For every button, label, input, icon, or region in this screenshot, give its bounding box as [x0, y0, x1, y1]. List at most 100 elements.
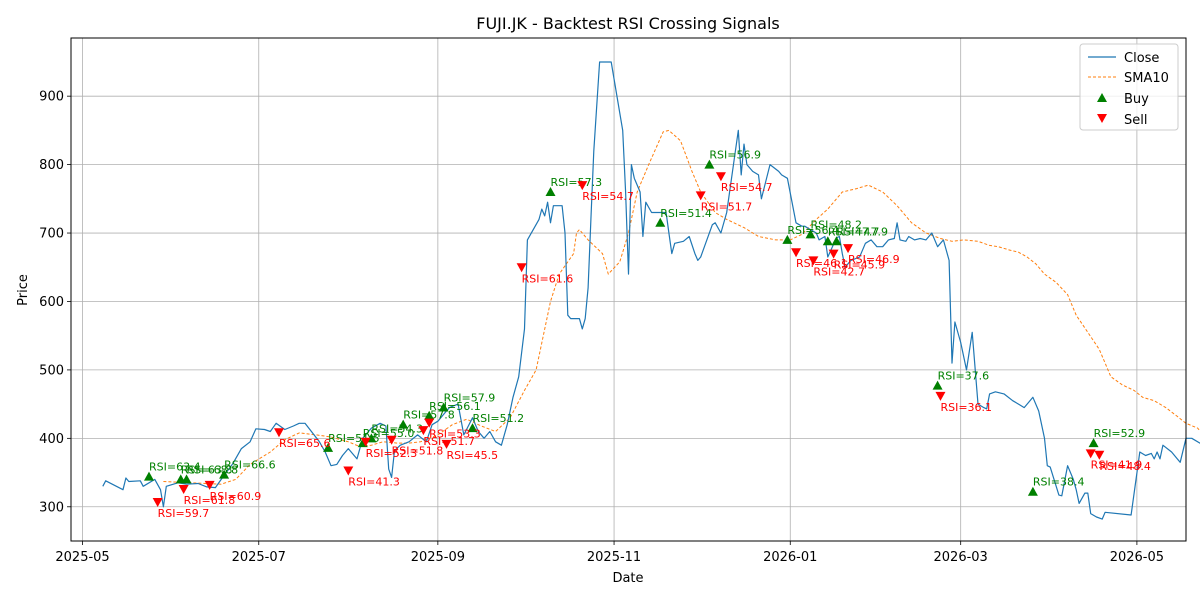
- sell-rsi-label: RSI=51.7: [701, 200, 753, 213]
- buy-rsi-label: RSI=63.4: [149, 461, 201, 474]
- sell-marker: [843, 244, 854, 254]
- buy-marker: [831, 236, 842, 246]
- y-axis-title: Price: [16, 274, 31, 306]
- y-axis: 300 400 500 600 700 800 900: [39, 90, 71, 515]
- sell-marker: [828, 249, 839, 259]
- buy-rsi-label: RSI=56.9: [709, 149, 761, 162]
- y-tick-label: 600: [39, 295, 64, 310]
- sell-marker: [1094, 450, 1105, 460]
- buy-rsi-label: RSI=51.4: [660, 207, 712, 220]
- sell-marker: [424, 418, 435, 428]
- legend: Close SMA10 Buy Sell: [1079, 43, 1179, 131]
- sell-rsi-label: RSI=54.7: [582, 190, 634, 203]
- sell-rsi-label: RSI=51.8: [392, 445, 444, 458]
- legend-buy-label: Buy: [1124, 92, 1149, 107]
- plot-content: RSI=63.4RSI=63.8RSI=68.8RSI=66.6RSI=51.5…: [102, 61, 1200, 520]
- buy-rsi-label: RSI=56.4: [787, 224, 839, 237]
- sell-marker: [360, 437, 371, 447]
- buy-marker: [1027, 486, 1038, 496]
- sell-marker: [386, 435, 397, 445]
- x-tick-label: 2026-05: [1110, 550, 1164, 565]
- x-axis: 2025-05 2025-07 2025-09 2025-11 2026-01 2026-…: [55, 541, 1164, 565]
- sell-marker: [935, 391, 946, 401]
- buy-rsi-label: RSI=37.6: [938, 370, 990, 383]
- sell-marker: [343, 466, 354, 476]
- buy-marker: [704, 159, 715, 169]
- y-tick-label: 500: [39, 363, 64, 378]
- x-tick-label: 2025-07: [232, 550, 286, 565]
- legend-buy-marker: [1097, 93, 1107, 102]
- sell-rsi-label: RSI=41.3: [348, 476, 400, 489]
- buy-marker: [323, 442, 334, 452]
- buy-marker: [655, 217, 666, 227]
- plot-frame: [70, 37, 1187, 542]
- x-axis-title: Date: [612, 571, 643, 586]
- buy-marker: [181, 474, 192, 484]
- buy-rsi-label: RSI=38.4: [1033, 476, 1085, 489]
- sell-marker: [273, 428, 284, 438]
- sell-marker: [695, 191, 706, 201]
- buy-marker: [782, 234, 793, 244]
- grid-lines: [71, 38, 1186, 541]
- close-price-line: [102, 61, 1200, 520]
- buy-rsi-label: RSI=63.8: [181, 463, 233, 476]
- legend-frame: [1079, 43, 1179, 131]
- sell-marker: [577, 181, 588, 191]
- buy-rsi-label: RSI=57.3: [551, 176, 603, 189]
- buy-rsi-label: RSI=54.3: [371, 422, 423, 435]
- x-tick-label: 2026-03: [934, 550, 988, 565]
- sell-marker: [441, 439, 452, 449]
- buy-marker: [545, 186, 556, 196]
- sell-rsi-label: RSI=48.4: [1099, 460, 1151, 473]
- sell-marker: [418, 426, 429, 436]
- buy-marker: [424, 410, 435, 420]
- y-tick-label: 800: [39, 158, 64, 173]
- buy-rsi-label: RSI=55.0: [363, 427, 415, 440]
- sell-rsi-label: RSI=59.7: [158, 507, 210, 520]
- buy-marker: [805, 229, 816, 239]
- sell-rsi-label: RSI=52.3: [366, 447, 418, 460]
- y-tick-label: 300: [39, 500, 64, 515]
- sell-marker: [1085, 449, 1096, 459]
- buy-rsi-label: RSI=51.2: [473, 412, 525, 425]
- sell-rsi-label: RSI=46.9: [848, 253, 900, 266]
- sell-marker: [791, 248, 802, 258]
- x-tick-label: 2025-09: [411, 550, 465, 565]
- buy-rsi-label: RSI=48.2: [810, 218, 862, 231]
- sell-marker: [516, 263, 527, 273]
- sell-marker: [178, 484, 189, 494]
- y-tick-label: 900: [39, 90, 64, 105]
- x-tick-label: 2025-05: [55, 550, 109, 565]
- sell-rsi-label: RSI=53.3: [429, 428, 481, 441]
- sell-marker: [204, 480, 215, 490]
- buy-rsi-label: RSI=57.9: [444, 392, 496, 405]
- x-tick-label: 2025-11: [587, 550, 641, 565]
- y-tick-label: 700: [39, 227, 64, 242]
- buy-marker: [143, 471, 154, 481]
- sell-rsi-label: RSI=65.6: [279, 437, 331, 450]
- buy-marker: [822, 236, 833, 246]
- legend-close-label: Close: [1124, 51, 1159, 66]
- sell-rsi-label: RSI=61.8: [184, 494, 236, 507]
- buy-marker: [1088, 438, 1099, 448]
- buy-marker: [932, 380, 943, 390]
- sell-rsi-label: RSI=36.1: [940, 401, 992, 414]
- buy-marker: [438, 402, 449, 412]
- chart-title: FUJI.JK - Backtest RSI Crossing Signals: [476, 14, 780, 33]
- buy-rsi-label: RSI=66.6: [224, 459, 276, 472]
- buy-rsi-label: RSI=52.9: [1094, 427, 1146, 440]
- sell-rsi-label: RSI=54.7: [721, 181, 773, 194]
- buy-marker: [398, 419, 409, 429]
- sell-rsi-label: RSI=60.9: [210, 490, 262, 503]
- sell-rsi-label: RSI=46.1: [796, 257, 848, 270]
- buy-marker: [219, 469, 230, 479]
- buy-marker: [467, 423, 478, 433]
- sell-marker: [152, 497, 163, 507]
- y-tick-label: 400: [39, 432, 64, 447]
- legend-sell-label: Sell: [1124, 113, 1147, 128]
- legend-sell-marker: [1097, 114, 1107, 123]
- x-tick-label: 2026-01: [763, 550, 817, 565]
- sell-rsi-label: RSI=41.9: [1091, 458, 1143, 471]
- sell-marker: [808, 256, 819, 266]
